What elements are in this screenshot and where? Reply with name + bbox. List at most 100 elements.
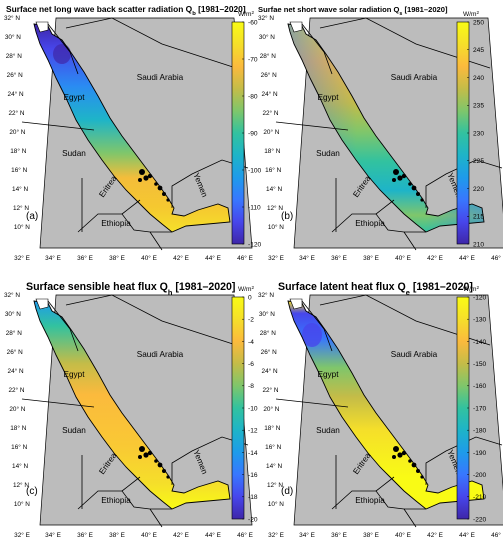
island bbox=[139, 446, 145, 452]
title-years: [1981–2020] bbox=[172, 281, 235, 293]
island bbox=[147, 450, 153, 456]
latitude-tick-label: 24° N bbox=[8, 90, 24, 98]
title-years: [1981–2020] bbox=[402, 5, 448, 14]
colorbar-tick-label: 220 bbox=[473, 186, 484, 193]
land-area bbox=[293, 17, 503, 249]
longitude-tick-label: 36° E bbox=[331, 254, 347, 262]
title-years: [1981–2020] bbox=[196, 4, 246, 14]
latitude-tick-label: 18° N bbox=[264, 147, 280, 155]
island bbox=[162, 469, 166, 473]
country-label: Sudan bbox=[316, 149, 340, 158]
panel-label: (c) bbox=[26, 486, 38, 497]
longitude-tick-label: 36° E bbox=[77, 254, 93, 262]
latitude-tick-label: 16° N bbox=[265, 166, 281, 174]
colorbar-tick-label: 210 bbox=[473, 241, 484, 248]
longitude-tick-label: 46° E bbox=[491, 531, 503, 539]
island bbox=[392, 178, 396, 182]
longitude-tick-label: 42° E bbox=[173, 531, 189, 539]
island bbox=[166, 475, 170, 479]
island bbox=[397, 175, 403, 181]
title-subscript: s bbox=[399, 11, 402, 17]
latitude-tick-label: 20° N bbox=[263, 405, 279, 413]
country-border bbox=[21, 121, 95, 131]
mediterranean-sea bbox=[35, 298, 49, 310]
mediterranean-sea bbox=[289, 298, 303, 310]
unit-exponent: 2 bbox=[477, 285, 480, 290]
country-border bbox=[47, 23, 79, 75]
sea-field bbox=[34, 301, 230, 509]
colorbar-tick-label: 0 bbox=[248, 294, 252, 301]
latitude-tick-label: 32° N bbox=[258, 291, 274, 299]
island bbox=[166, 198, 170, 202]
colorbar-tick-label: 225 bbox=[473, 158, 484, 165]
latitude-tick-label: 16° N bbox=[11, 443, 27, 451]
country-border bbox=[121, 476, 172, 510]
country-label: Saudi Arabia bbox=[137, 73, 184, 82]
longitude-tick-label: 46° E bbox=[491, 254, 503, 262]
island bbox=[401, 173, 407, 179]
island bbox=[162, 192, 166, 196]
country-label: Sudan bbox=[316, 426, 340, 435]
longitude-tick-label: 38° E bbox=[109, 254, 125, 262]
longitude-tick-label: 32° E bbox=[14, 254, 30, 262]
unit-exponent: 2 bbox=[252, 285, 255, 290]
latitude-tick-label: 24° N bbox=[262, 367, 278, 375]
sea-low-patch bbox=[53, 44, 71, 64]
longitude-tick-label: 40° E bbox=[395, 531, 411, 539]
colorbar-b: 250 245 240 235 230 225 220 215 210 W/m2 bbox=[456, 10, 484, 248]
latitude-tick-label: 32° N bbox=[258, 14, 274, 22]
unit-exponent: 2 bbox=[252, 10, 255, 15]
island bbox=[408, 182, 412, 186]
latitude-tick-label: 18° N bbox=[10, 147, 26, 155]
colorbar-tick-label: -90 bbox=[248, 130, 258, 137]
land-area bbox=[39, 294, 253, 526]
colorbar-d: -120 -130 -140 -150 -160 -170 -180 -190 -200 -210… bbox=[456, 285, 487, 523]
country-border bbox=[403, 508, 417, 528]
colorbar-tick-label: -100 bbox=[248, 167, 262, 174]
latitude-tick-label: 10° N bbox=[268, 500, 284, 508]
colorbar-tick-label: -170 bbox=[473, 405, 487, 412]
colorbar-tick-label: 250 bbox=[473, 19, 484, 26]
latitude-tick-label: 12° N bbox=[13, 204, 29, 212]
island bbox=[143, 452, 149, 458]
colorbar-a: -60 -70 -80 -90 -100 -110 -120 W/m2 bbox=[231, 10, 262, 248]
longitude-tick-label: 32° E bbox=[268, 531, 284, 539]
colorbar-tick-label: -2 bbox=[248, 317, 254, 324]
sea-field bbox=[288, 24, 484, 232]
country-border bbox=[425, 436, 503, 485]
unit-base: W/m bbox=[463, 11, 477, 18]
country-border bbox=[375, 476, 426, 510]
latitude-tick-label: 32° N bbox=[4, 14, 20, 22]
island bbox=[154, 459, 158, 463]
island bbox=[157, 462, 163, 468]
country-label: Ethiopia bbox=[101, 496, 131, 505]
country-border bbox=[319, 17, 491, 69]
latitude-tick-label: 16° N bbox=[11, 166, 27, 174]
colorbar-tick-label: -120 bbox=[473, 294, 487, 301]
country-border bbox=[375, 199, 426, 233]
panel-title: Surface net long wave back scatter radia… bbox=[6, 4, 246, 17]
country-label: Ethiopia bbox=[355, 496, 385, 505]
colorbar-unit: W/m2 bbox=[463, 10, 480, 19]
country-border bbox=[77, 213, 122, 233]
latitude-tick-label: 14° N bbox=[12, 185, 28, 193]
country-label: Sudan bbox=[62, 426, 86, 435]
colorbar-tick-label: 235 bbox=[473, 103, 484, 110]
coastline bbox=[33, 300, 231, 510]
island bbox=[420, 198, 424, 202]
longitude-tick-label: 42° E bbox=[173, 254, 189, 262]
longitude-tick-label: 34° E bbox=[299, 531, 315, 539]
country-label: Saudi Arabia bbox=[391, 73, 438, 82]
colorbar-tick-label: -60 bbox=[248, 19, 258, 26]
country-border bbox=[275, 121, 349, 131]
longitude-tick-label: 42° E bbox=[427, 254, 443, 262]
colorbar-tick-label: -4 bbox=[248, 339, 254, 346]
country-border bbox=[331, 490, 376, 510]
country-border bbox=[121, 199, 172, 233]
country-border bbox=[319, 294, 491, 346]
longitude-tick-label: 34° E bbox=[299, 254, 315, 262]
sea-low-patch bbox=[302, 323, 322, 347]
colorbar-tick-label: 215 bbox=[473, 214, 484, 221]
